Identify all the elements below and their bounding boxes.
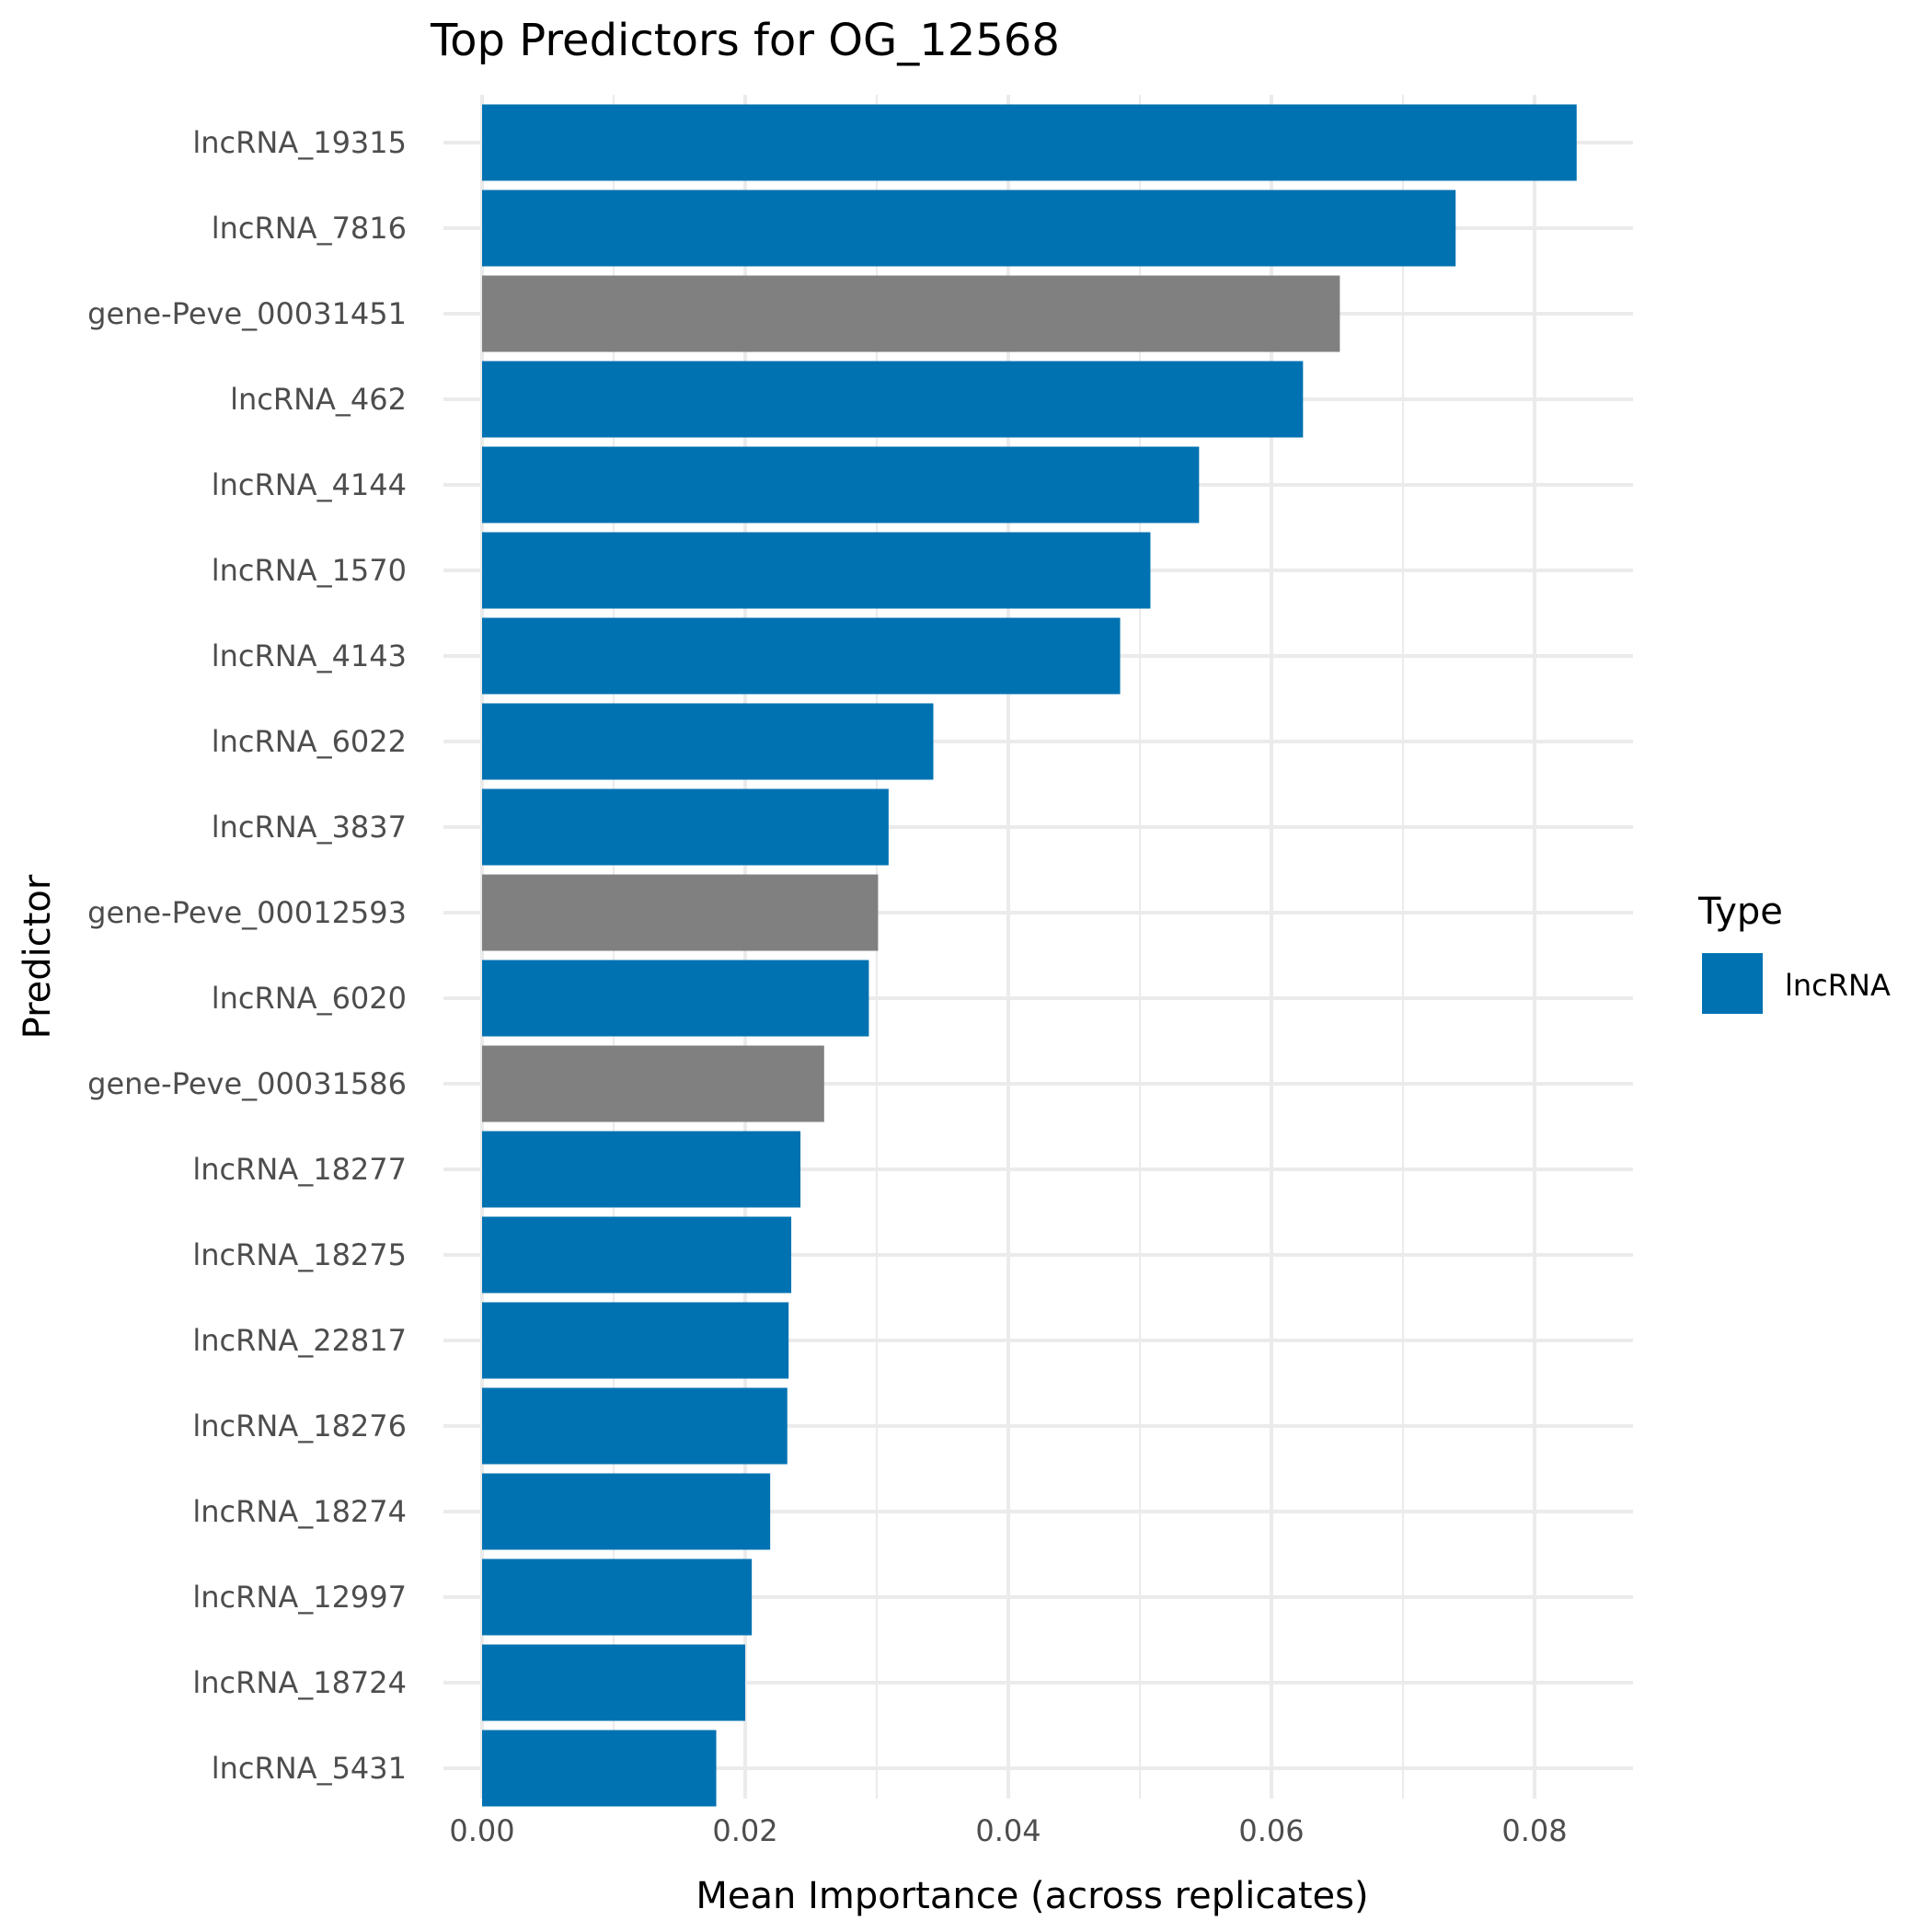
y-tick-label: lncRNA_4143 bbox=[212, 638, 407, 673]
x-tick-labels: 0.00 0.02 0.04 0.06 0.08 bbox=[449, 1813, 1567, 1848]
y-tick-label: gene-Peve_00012593 bbox=[87, 895, 407, 930]
bar bbox=[482, 275, 1340, 352]
bar bbox=[482, 1216, 792, 1294]
y-tick-label: lncRNA_7816 bbox=[212, 211, 407, 246]
y-tick-label: lncRNA_6022 bbox=[212, 724, 407, 759]
legend-key-lncrna bbox=[1702, 953, 1763, 1014]
bar bbox=[482, 1302, 789, 1379]
y-tick-label: gene-Peve_00031586 bbox=[87, 1066, 407, 1101]
y-tick-label: lncRNA_3837 bbox=[212, 810, 407, 845]
x-tick-label: 0.08 bbox=[1501, 1813, 1567, 1848]
bars-layer bbox=[482, 104, 1577, 1807]
y-tick-label: lncRNA_12997 bbox=[192, 1580, 407, 1615]
y-tick-label: lncRNA_18724 bbox=[192, 1665, 407, 1700]
bar bbox=[482, 190, 1456, 267]
bar bbox=[482, 1473, 771, 1550]
y-tick-label: lncRNA_1570 bbox=[212, 553, 407, 588]
bar bbox=[482, 532, 1151, 609]
legend: Type lncRNA bbox=[1697, 891, 1891, 1014]
x-tick-label: 0.04 bbox=[975, 1813, 1041, 1848]
bar bbox=[482, 874, 879, 951]
bar bbox=[482, 1387, 788, 1465]
bar bbox=[482, 104, 1577, 181]
x-tick-label: 0.02 bbox=[712, 1813, 777, 1848]
y-axis-title: Predictor bbox=[17, 874, 59, 1039]
bar bbox=[482, 703, 934, 780]
y-tick-label: lncRNA_18274 bbox=[192, 1494, 407, 1529]
bar bbox=[482, 788, 889, 866]
bar bbox=[482, 1730, 717, 1807]
bar bbox=[482, 361, 1304, 438]
y-tick-label: lncRNA_22817 bbox=[192, 1323, 407, 1358]
bar bbox=[482, 960, 869, 1037]
x-axis-title: Mean Importance (across replicates) bbox=[696, 1875, 1368, 1917]
bar bbox=[482, 1045, 824, 1122]
y-tick-label: lncRNA_462 bbox=[230, 382, 407, 417]
y-tick-label: lncRNA_18276 bbox=[192, 1409, 407, 1443]
y-tick-label: lncRNA_4144 bbox=[212, 467, 407, 502]
y-tick-label: lncRNA_18277 bbox=[192, 1152, 407, 1187]
bar bbox=[482, 446, 1200, 523]
bar bbox=[482, 1131, 801, 1208]
bar bbox=[482, 1558, 753, 1636]
y-tick-labels: lncRNA_19315 lncRNA_7816 gene-Peve_0003145… bbox=[87, 125, 407, 1786]
legend-label-lncrna: lncRNA bbox=[1785, 968, 1891, 1003]
y-tick-label: gene-Peve_00031451 bbox=[87, 296, 407, 331]
bar bbox=[482, 1644, 745, 1721]
chart-title: Top Predictors for OG_12568 bbox=[430, 15, 1060, 66]
x-tick-label: 0.06 bbox=[1238, 1813, 1304, 1848]
y-tick-label: lncRNA_19315 bbox=[192, 125, 407, 160]
x-tick-label: 0.00 bbox=[449, 1813, 514, 1848]
y-tick-label: lncRNA_18275 bbox=[192, 1237, 407, 1272]
bar bbox=[482, 617, 1121, 695]
y-tick-label: lncRNA_6020 bbox=[212, 981, 407, 1016]
y-tick-label: lncRNA_5431 bbox=[212, 1751, 407, 1786]
legend-title: Type bbox=[1697, 891, 1783, 933]
